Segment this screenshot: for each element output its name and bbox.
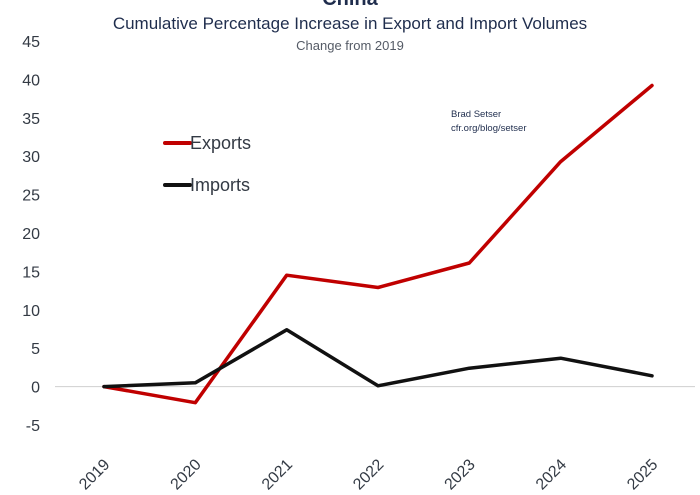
chart-title: Cumulative Percentage Increase in Export… <box>112 14 588 33</box>
credit-url: cfr.org/blog/setser <box>451 123 527 134</box>
x-tick-label: 2023 <box>442 456 479 493</box>
y-tick-label: 20 <box>22 226 40 243</box>
x-tick-label: 2025 <box>624 456 661 493</box>
chart-credit: Brad Setser cfr.org/blog/setser <box>451 108 527 136</box>
legend-label-imports: Imports <box>190 175 250 195</box>
series-line-imports <box>102 328 654 389</box>
y-tick-label: 25 <box>22 188 40 205</box>
y-tick-label: 15 <box>22 264 40 281</box>
y-tick-label: 0 <box>31 380 40 397</box>
x-tick-label: 2019 <box>76 456 113 493</box>
y-tick-label: 40 <box>22 72 40 89</box>
x-tick-label: 2021 <box>259 456 296 493</box>
y-tick-label: -5 <box>26 418 40 435</box>
y-tick-label: 35 <box>22 111 40 128</box>
y-tick-label: 45 <box>22 34 40 51</box>
y-tick-label: 10 <box>22 303 40 320</box>
legend-label-exports: Exports <box>190 133 251 153</box>
y-tick-label: 5 <box>31 341 40 358</box>
series-layer <box>102 83 654 405</box>
series-line-exports <box>102 83 654 405</box>
x-tick-label: 2024 <box>533 456 570 493</box>
chart-subtitle: Change from 2019 <box>296 38 404 53</box>
credit-author: Brad Setser <box>451 109 502 120</box>
x-tick-label: 2022 <box>350 456 387 493</box>
legend: Exports Imports <box>163 133 251 195</box>
x-tick-label: 2020 <box>168 456 205 493</box>
y-tick-label: 30 <box>22 149 40 166</box>
chart-top-title: China <box>0 0 700 11</box>
